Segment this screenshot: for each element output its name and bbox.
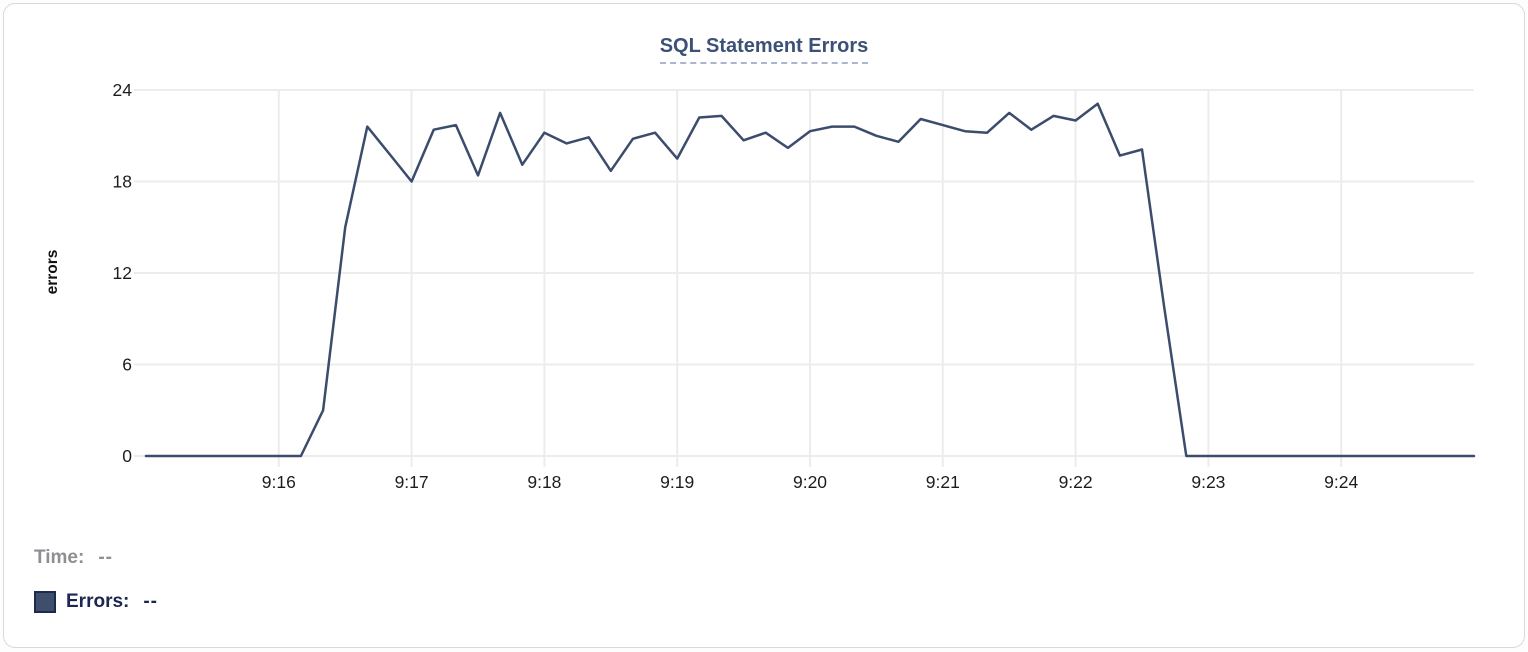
chart-card: SQL Statement Errors 0 6 12 18 24 9:16 9:17 9:1…	[3, 3, 1525, 648]
svg-text:9:18: 9:18	[527, 472, 561, 492]
svg-text:9:24: 9:24	[1324, 472, 1358, 492]
tooltip-time-value: --	[98, 547, 113, 568]
chart-title-link[interactable]: SQL Statement Errors	[659, 35, 869, 64]
errors-legend-swatch-icon	[34, 591, 56, 613]
svg-text:9:16: 9:16	[262, 472, 296, 492]
svg-text:18: 18	[113, 172, 132, 192]
chart-title-row: SQL Statement Errors	[4, 35, 1524, 64]
tooltip-time-row: Time: --	[34, 547, 113, 569]
svg-text:9:21: 9:21	[926, 472, 960, 492]
svg-text:0: 0	[122, 446, 132, 466]
y-axis-title: errors	[44, 250, 61, 295]
svg-text:12: 12	[113, 263, 132, 283]
svg-text:9:19: 9:19	[660, 472, 694, 492]
svg-text:9:20: 9:20	[793, 472, 827, 492]
svg-text:9:22: 9:22	[1059, 472, 1093, 492]
legend-errors-value: --	[143, 591, 159, 612]
y-axis-labels: 0 6 12 18 24	[113, 80, 133, 466]
legend-errors-label: Errors:	[66, 591, 130, 612]
x-axis-labels: 9:16 9:17 9:18 9:19 9:20 9:21 9:22 9:23 9:24	[262, 472, 1359, 492]
x-gridlines	[277, 90, 1343, 467]
svg-text:9:23: 9:23	[1191, 472, 1225, 492]
tooltip-time-label: Time:	[34, 547, 85, 568]
svg-text:24: 24	[113, 80, 133, 100]
series-line-errors[interactable]	[144, 102, 1476, 458]
svg-text:9:17: 9:17	[395, 472, 429, 492]
errors-line-chart[interactable]: 0 6 12 18 24 9:16 9:17 9:18 9:19 9:20 9:21 9:22 9:23…	[4, 4, 1528, 516]
y-gridlines	[134, 89, 1474, 457]
legend-errors-row: Errors: --	[34, 591, 158, 613]
svg-text:6: 6	[122, 355, 132, 375]
